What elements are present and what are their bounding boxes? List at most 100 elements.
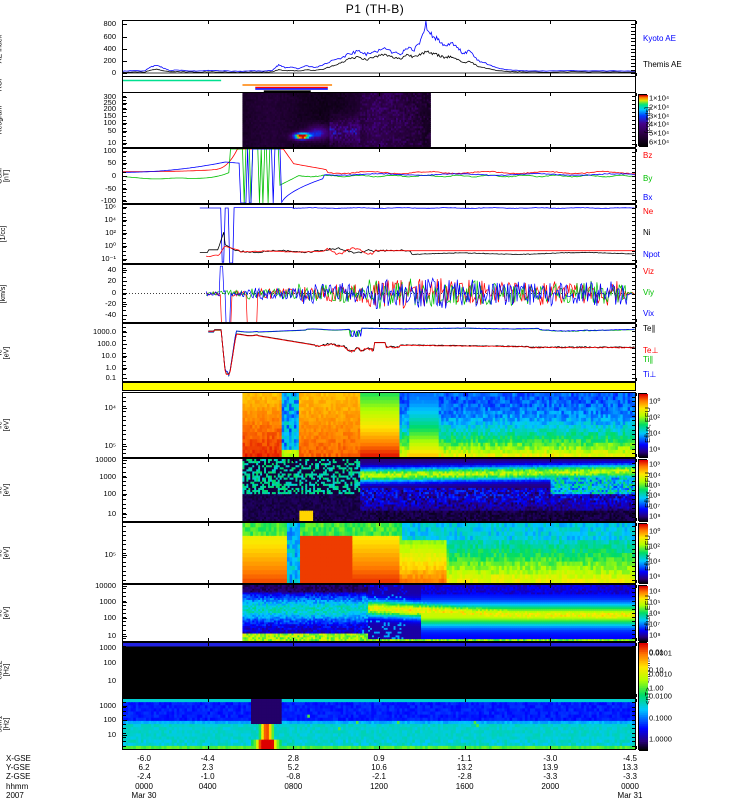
legend-te: Te⊥ xyxy=(643,346,658,355)
minor-tick xyxy=(123,208,126,210)
x-tick xyxy=(122,149,123,152)
minor-tick xyxy=(123,229,126,231)
y-tick-label: 1000 xyxy=(0,702,116,710)
y-tick-label: 40 xyxy=(0,266,116,274)
colorbar-tick-label: 10⁶ xyxy=(649,491,660,500)
x-tick xyxy=(464,459,466,462)
x-tick xyxy=(122,265,123,268)
y-tick-mark xyxy=(122,586,127,587)
x-tick xyxy=(636,93,637,96)
x-tick xyxy=(464,149,466,152)
footer-value: -4.4 xyxy=(201,754,215,763)
x-tick xyxy=(293,518,295,521)
x-tick xyxy=(464,324,466,327)
minor-tick xyxy=(123,108,126,109)
minor-tick xyxy=(123,152,126,153)
minor-tick xyxy=(632,168,635,169)
minor-tick xyxy=(123,553,126,554)
y-tick-label: 10.0 xyxy=(0,352,116,360)
x-tick xyxy=(550,260,552,263)
x-tick xyxy=(636,378,637,381)
minor-tick xyxy=(632,508,635,510)
minor-tick xyxy=(632,570,635,572)
y-tick-mark xyxy=(122,97,127,98)
minor-tick xyxy=(632,592,635,594)
colorbar-tick-label: 10⁵ xyxy=(649,597,660,606)
y-tick-label: 600 xyxy=(0,33,116,41)
x-tick xyxy=(293,694,295,697)
x-tick xyxy=(550,638,552,641)
x-tick xyxy=(464,518,466,521)
minor-tick xyxy=(632,596,635,598)
minor-tick xyxy=(632,255,635,257)
y-tick-mark xyxy=(122,163,127,164)
y-tick-label: 100 xyxy=(0,119,116,127)
y-tick-label: -100 xyxy=(0,197,116,205)
x-tick xyxy=(550,378,552,381)
minor-tick xyxy=(123,348,126,350)
minor-tick xyxy=(123,356,126,358)
minor-tick xyxy=(631,69,635,71)
minor-tick xyxy=(632,621,635,623)
x-tick xyxy=(379,523,380,526)
minor-tick xyxy=(632,613,635,614)
minor-tick xyxy=(123,658,126,659)
x-tick xyxy=(464,643,466,646)
legend-viz: Viz xyxy=(643,267,654,276)
minor-tick xyxy=(123,132,126,133)
minor-tick xyxy=(632,737,635,738)
x-tick xyxy=(293,459,295,462)
footer-value: -3.3 xyxy=(623,772,637,781)
x-tick xyxy=(122,454,123,457)
footer-value: 13.2 xyxy=(457,763,473,772)
y-tick-label: 10⁴ xyxy=(0,404,116,412)
x-tick xyxy=(293,454,295,457)
y-tick-label: 10 xyxy=(0,139,116,147)
minor-tick xyxy=(632,539,635,541)
colorbar xyxy=(638,393,648,458)
minor-tick xyxy=(123,301,126,303)
x-tick xyxy=(207,378,209,381)
x-tick xyxy=(636,580,637,583)
minor-tick xyxy=(632,331,635,333)
x-tick xyxy=(636,393,637,396)
footer-value: 2.8 xyxy=(288,754,299,763)
minor-tick xyxy=(632,682,635,683)
colorbar-tick-label: 10² xyxy=(649,413,660,422)
minor-tick xyxy=(632,724,635,725)
x-tick xyxy=(207,73,209,76)
minor-tick xyxy=(123,259,126,261)
minor-tick xyxy=(632,208,635,210)
x-tick xyxy=(207,518,209,521)
colorbar-tick-label: 10⁶ xyxy=(649,609,660,618)
x-tick xyxy=(464,205,466,208)
panel-roi xyxy=(122,77,636,92)
x-tick xyxy=(636,324,637,327)
colorbar-tick-label: 1×10⁴ xyxy=(649,94,669,103)
y-tick-label: 10⁻¹ xyxy=(0,255,116,263)
x-tick xyxy=(550,21,552,24)
minor-tick xyxy=(123,608,126,610)
minor-tick xyxy=(123,539,126,541)
x-tick xyxy=(550,518,552,521)
x-tick xyxy=(293,260,295,263)
y-tick-mark xyxy=(122,259,127,260)
minor-tick xyxy=(123,429,126,431)
minor-tick xyxy=(123,724,126,725)
minor-tick xyxy=(123,225,126,227)
minor-tick xyxy=(123,548,126,550)
minor-tick xyxy=(632,272,635,274)
y-tick-label: 250 xyxy=(0,98,116,107)
minor-tick xyxy=(123,425,126,426)
minor-tick xyxy=(123,164,126,165)
panel-b-fit xyxy=(122,148,636,204)
y-tick-label: -20 xyxy=(0,300,116,308)
x-tick xyxy=(464,93,466,96)
minor-tick xyxy=(123,561,126,563)
y-tick-mark xyxy=(122,648,127,649)
x-tick xyxy=(636,518,637,521)
minor-tick xyxy=(632,396,635,398)
minor-tick xyxy=(123,535,126,537)
minor-tick xyxy=(632,625,635,627)
y-tick-label: 20 xyxy=(0,277,116,285)
